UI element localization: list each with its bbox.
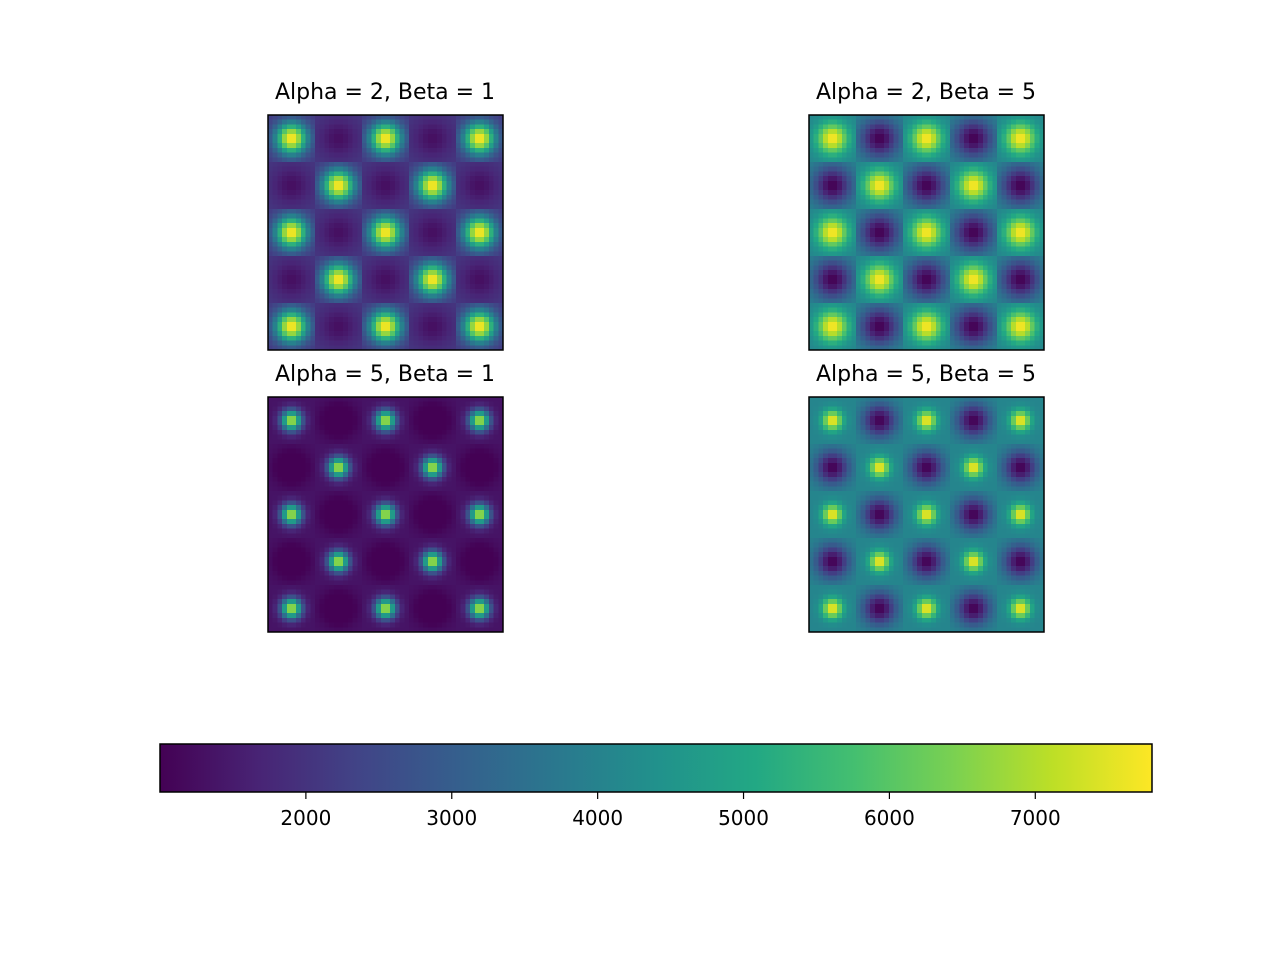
panel-1-frame	[267, 114, 504, 351]
colorbar-tick-label: 4000	[572, 806, 623, 830]
panel-2-heatmap	[809, 115, 1044, 350]
panel-4-title: Alpha = 5, Beta = 5	[816, 362, 1036, 387]
colorbar: 2000 3000 4000 5000 6000 7000	[159, 743, 1153, 830]
panel-4-heatmap	[809, 397, 1044, 632]
panel-3-heatmap	[268, 397, 503, 632]
panel-2-frame	[808, 114, 1045, 351]
panel-4: Alpha = 5, Beta = 5	[808, 362, 1045, 633]
panel-1: Alpha = 2, Beta = 1	[267, 80, 504, 351]
panel-4-frame	[808, 396, 1045, 633]
panel-1-heatmap	[268, 115, 503, 350]
colorbar-tick-label: 2000	[280, 806, 331, 830]
panel-3: Alpha = 5, Beta = 1	[267, 362, 504, 633]
panel-2: Alpha = 2, Beta = 5	[808, 80, 1045, 351]
colorbar-tick-label: 5000	[718, 806, 769, 830]
colorbar-gradient	[160, 744, 1152, 792]
panel-1-title: Alpha = 2, Beta = 1	[275, 80, 495, 105]
colorbar-ticks: 2000 3000 4000 5000 6000 7000	[280, 792, 1061, 830]
colorbar-frame	[159, 743, 1153, 793]
panel-3-frame	[267, 396, 504, 633]
panel-2-title: Alpha = 2, Beta = 5	[816, 80, 1036, 105]
colorbar-tick-label: 6000	[864, 806, 915, 830]
panel-3-title: Alpha = 5, Beta = 1	[275, 362, 495, 387]
colorbar-tick-label: 3000	[426, 806, 477, 830]
colorbar-tick-label: 7000	[1010, 806, 1061, 830]
